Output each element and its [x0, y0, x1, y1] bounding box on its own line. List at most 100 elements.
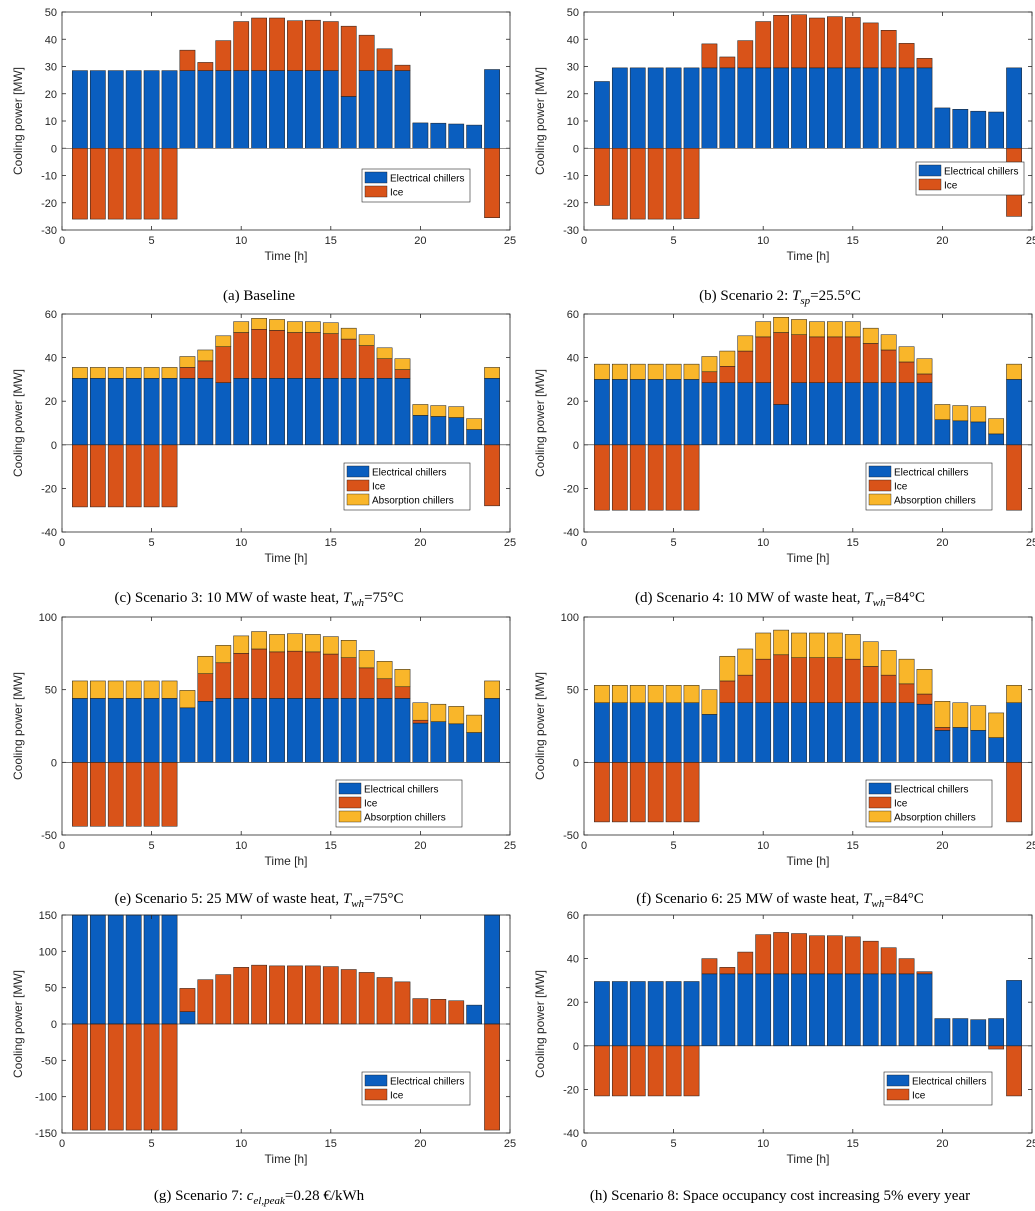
bar-ice-h10: [755, 934, 772, 975]
bar-absorption-h16: [862, 327, 879, 344]
bar-electrical-h7: [701, 67, 718, 149]
x-tick-label: 25: [1026, 537, 1035, 549]
bar-ice-h20: [412, 998, 429, 1025]
x-tick-label: 0: [59, 235, 65, 247]
bar-absorption-h2: [611, 363, 628, 380]
y-tick-label: 100: [39, 612, 57, 624]
bar-electrical-h13: [287, 70, 303, 149]
bar-ice-h17: [880, 674, 897, 703]
bar-electrical-h21: [952, 420, 969, 446]
bar-electrical-h3: [107, 378, 124, 446]
x-tick-label: 10: [757, 235, 769, 247]
x-axis-label: Time [h]: [265, 551, 308, 565]
bar-electrical-h8: [719, 702, 736, 763]
bar-absorption-h12: [791, 319, 807, 335]
bar-absorption-h7: [701, 689, 718, 715]
bar-ice-h13: [287, 20, 303, 71]
bar-ice-h10: [233, 332, 250, 379]
bar-ice-h1: [72, 148, 88, 220]
legend: Electrical chillers Ice Absorption chiller…: [865, 779, 993, 828]
bar-ice-h7: [701, 43, 718, 69]
bar-electrical-h11: [773, 973, 789, 1047]
bar-absorption-h20: [412, 702, 429, 721]
bar-electrical-h1: [72, 378, 88, 446]
bar-ice-h4: [647, 1045, 664, 1097]
legend-swatch: [346, 493, 370, 506]
bar-absorption-h13: [809, 632, 825, 658]
bar-ice-h19: [394, 981, 411, 1025]
bar-ice-h4: [125, 444, 142, 508]
legend-entry: Ice: [390, 188, 404, 199]
bar-electrical-h15: [322, 698, 339, 763]
y-tick-label: 0: [573, 440, 579, 452]
bar-absorption-h1: [72, 367, 88, 379]
bar-electrical-h23: [988, 1018, 1005, 1047]
bar-ice-h17: [880, 30, 897, 69]
bar-ice-h19: [916, 58, 933, 69]
x-tick-label: 5: [149, 840, 155, 852]
bar-absorption-h7: [701, 356, 718, 373]
bar-electrical-h23: [988, 737, 1005, 763]
bar-ice-h14: [305, 651, 321, 699]
bar-electrical-h24: [1006, 67, 1022, 149]
bar-ice-h4: [125, 1023, 142, 1131]
y-tick-label: 20: [567, 396, 579, 408]
bar-absorption-h10: [233, 635, 250, 654]
bar-electrical-h9: [737, 382, 754, 446]
bar-absorption-h19: [394, 669, 411, 688]
bar-ice-h2: [89, 444, 106, 508]
x-tick-label: 20: [936, 235, 948, 247]
bar-absorption-h12: [269, 634, 285, 653]
bar-electrical-h15: [844, 67, 861, 149]
x-axis-label: Time [h]: [265, 1152, 308, 1166]
bar-ice-h5: [665, 762, 682, 823]
bar-ice-h20: [934, 727, 951, 731]
bar-absorption-h12: [791, 632, 807, 658]
chart-panel-4: 0 5 10 15 20 25 -40 -20 0 20 40 60 Time [h] Cooling p…: [533, 309, 1035, 609]
bar-electrical-h6: [161, 698, 178, 763]
bar-electrical-h24: [1006, 702, 1022, 763]
bar-electrical-h15: [844, 702, 861, 763]
bar-electrical-h2: [611, 379, 628, 446]
bar-electrical-h1: [594, 981, 610, 1047]
bar-electrical-h23: [988, 111, 1005, 149]
bar-electrical-h22: [970, 110, 987, 149]
bar-absorption-h6: [683, 685, 700, 703]
bar-absorption-h3: [107, 367, 124, 379]
legend-entry: Ice: [912, 1091, 926, 1102]
bar-electrical-h1: [594, 379, 610, 446]
bar-electrical-h16: [862, 67, 879, 149]
bar-absorption-h4: [647, 685, 664, 703]
legend: Electrical chillers Ice Absorption chiller…: [343, 462, 471, 511]
legend-entry: Ice: [894, 799, 908, 810]
bar-electrical-h18: [898, 67, 915, 149]
bar-ice-h18: [898, 683, 915, 703]
bar-electrical-h18: [376, 70, 393, 149]
bar-electrical-h18: [898, 382, 915, 446]
bar-absorption-h22: [448, 406, 465, 418]
bar-ice-h8: [719, 366, 736, 383]
bar-absorption-h4: [125, 680, 142, 699]
chart-panel-3: 0 5 10 15 20 25 -40 -20 0 20 40 60 Time [h] Cooling p…: [11, 309, 516, 609]
bar-electrical-h7: [701, 382, 718, 446]
x-tick-label: 0: [581, 537, 587, 549]
y-tick-label: -20: [563, 483, 579, 495]
bar-absorption-h15: [844, 321, 861, 338]
legend-entry: Electrical chillers: [894, 785, 968, 796]
legend-entry: Absorption chillers: [372, 496, 454, 507]
bar-ice-h7: [179, 367, 196, 379]
y-axis-label: Cooling power [MW]: [533, 369, 547, 477]
bar-absorption-h17: [358, 334, 375, 346]
legend-swatch: [886, 1088, 910, 1101]
y-tick-label: -50: [41, 1055, 57, 1067]
bar-electrical-h22: [970, 730, 987, 763]
bar-electrical-h12: [791, 67, 807, 149]
x-tick-label: 15: [847, 840, 859, 852]
bar-electrical-h11: [251, 698, 267, 763]
bar-ice-h19: [916, 373, 933, 383]
bar-ice-h11: [773, 15, 789, 69]
bar-electrical-h5: [665, 702, 682, 763]
bar-absorption-h1: [594, 685, 610, 703]
x-axis-label: Time [h]: [265, 854, 308, 868]
